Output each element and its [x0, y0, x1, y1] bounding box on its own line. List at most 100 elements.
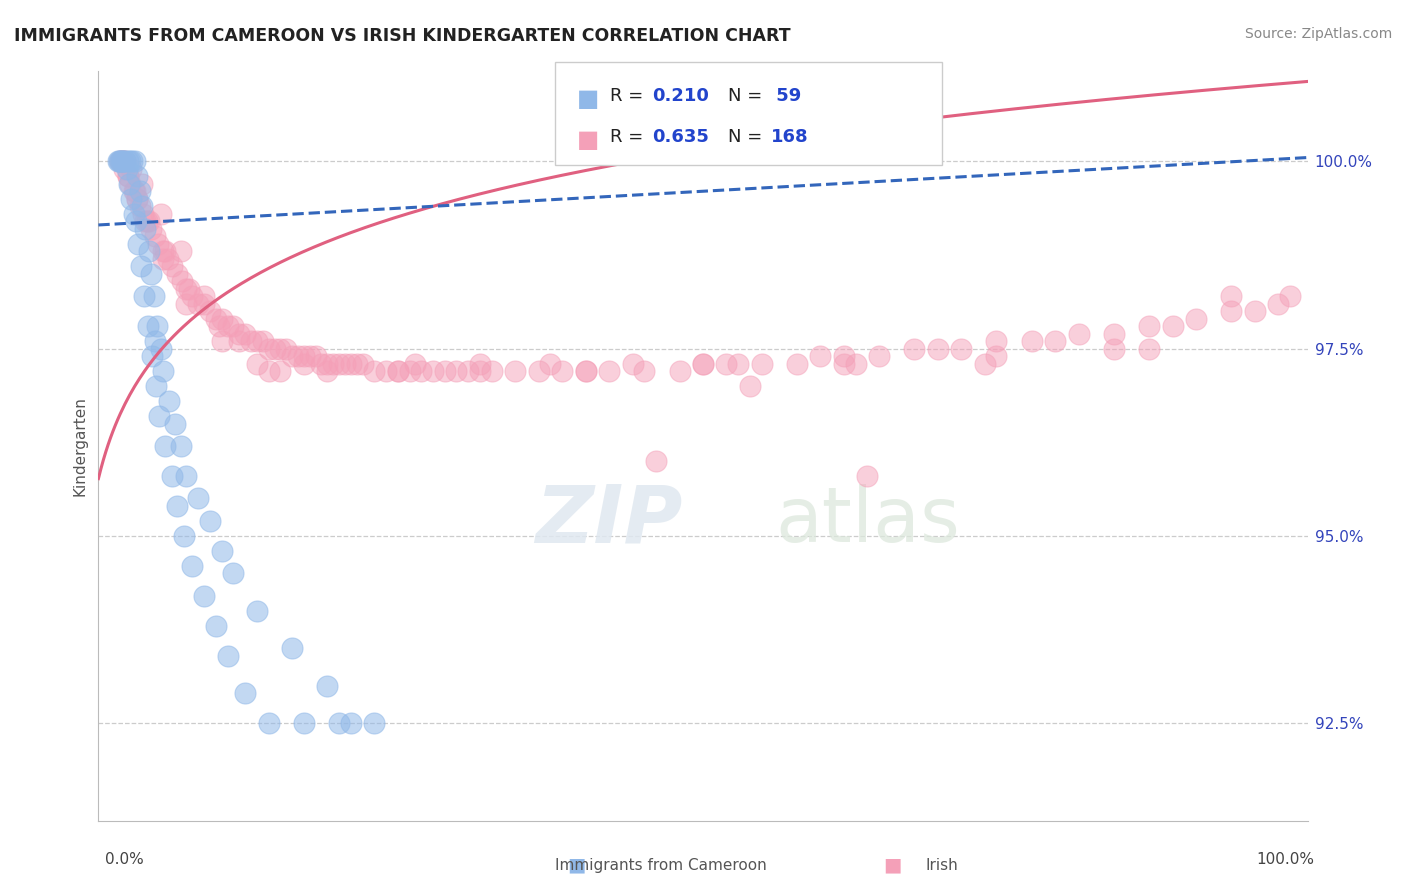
Point [124, 154, 146, 169]
Point [398, 364, 420, 378]
Point [217, 319, 239, 334]
Text: atlas: atlas [775, 484, 960, 558]
Point [114, 154, 136, 169]
Point [575, 364, 598, 378]
Point [108, 154, 131, 169]
Point [134, 221, 156, 235]
Point [1185, 311, 1208, 326]
Point [340, 357, 363, 371]
Point [269, 364, 291, 378]
Point [122, 207, 145, 221]
Point [1102, 342, 1125, 356]
Point [927, 342, 949, 356]
Point [110, 154, 132, 169]
Point [181, 289, 204, 303]
Point [146, 319, 169, 334]
Point [132, 207, 155, 221]
Point [598, 364, 620, 378]
Point [108, 154, 131, 169]
Point [120, 192, 142, 206]
Point [112, 154, 135, 169]
Point [127, 192, 149, 206]
Point [156, 252, 179, 266]
Point [446, 364, 468, 378]
Point [115, 161, 138, 176]
Point [222, 566, 245, 581]
Point [193, 296, 215, 310]
Text: Immigrants from Cameroon: Immigrants from Cameroon [555, 858, 766, 872]
Point [1243, 304, 1265, 318]
Point [128, 184, 150, 198]
Text: ■: ■ [883, 855, 903, 875]
Point [433, 364, 456, 378]
Point [257, 342, 280, 356]
Point [328, 716, 350, 731]
Point [269, 342, 291, 356]
Point [845, 357, 868, 371]
Point [107, 154, 129, 169]
Point [292, 716, 315, 731]
Point [143, 229, 166, 244]
Point [193, 589, 215, 603]
Point [481, 364, 503, 378]
Point [233, 686, 256, 700]
Point [298, 349, 321, 363]
Point [108, 154, 131, 169]
Point [166, 499, 188, 513]
Point [727, 357, 749, 371]
Point [304, 349, 326, 363]
Point [120, 177, 142, 191]
Point [170, 274, 193, 288]
Text: ■: ■ [576, 87, 599, 111]
Point [621, 357, 644, 371]
Point [692, 357, 714, 371]
Point [503, 364, 526, 378]
Point [173, 529, 195, 543]
Point [120, 154, 142, 169]
Point [257, 716, 280, 731]
Point [1137, 342, 1160, 356]
Point [228, 326, 250, 341]
Point [149, 342, 172, 356]
Point [112, 154, 135, 169]
Point [468, 364, 491, 378]
Point [322, 357, 344, 371]
Text: 59: 59 [770, 87, 801, 104]
Point [246, 334, 269, 348]
Text: 0.635: 0.635 [652, 128, 709, 145]
Point [141, 221, 163, 235]
Point [187, 296, 209, 310]
Point [346, 357, 368, 371]
Point [276, 342, 298, 356]
Point [263, 342, 285, 356]
Text: N =: N = [728, 87, 768, 104]
Point [135, 214, 157, 228]
Point [716, 357, 738, 371]
Point [117, 169, 139, 184]
Point [118, 177, 141, 191]
Point [292, 349, 315, 363]
Point [527, 364, 550, 378]
Point [468, 357, 491, 371]
Point [155, 244, 177, 259]
Point [152, 252, 174, 266]
Point [177, 282, 200, 296]
Point [387, 364, 409, 378]
Point [868, 349, 890, 363]
Point [111, 154, 134, 169]
Point [316, 364, 339, 378]
Point [122, 184, 145, 198]
Point [143, 334, 166, 348]
Point [204, 311, 226, 326]
Point [121, 154, 143, 169]
Text: N =: N = [728, 128, 768, 145]
Point [1267, 296, 1289, 310]
Point [124, 184, 146, 198]
Point [808, 349, 831, 363]
Point [128, 199, 150, 213]
Point [404, 357, 426, 371]
Point [252, 334, 274, 348]
Point [387, 364, 409, 378]
Point [208, 319, 231, 334]
Point [117, 154, 139, 169]
